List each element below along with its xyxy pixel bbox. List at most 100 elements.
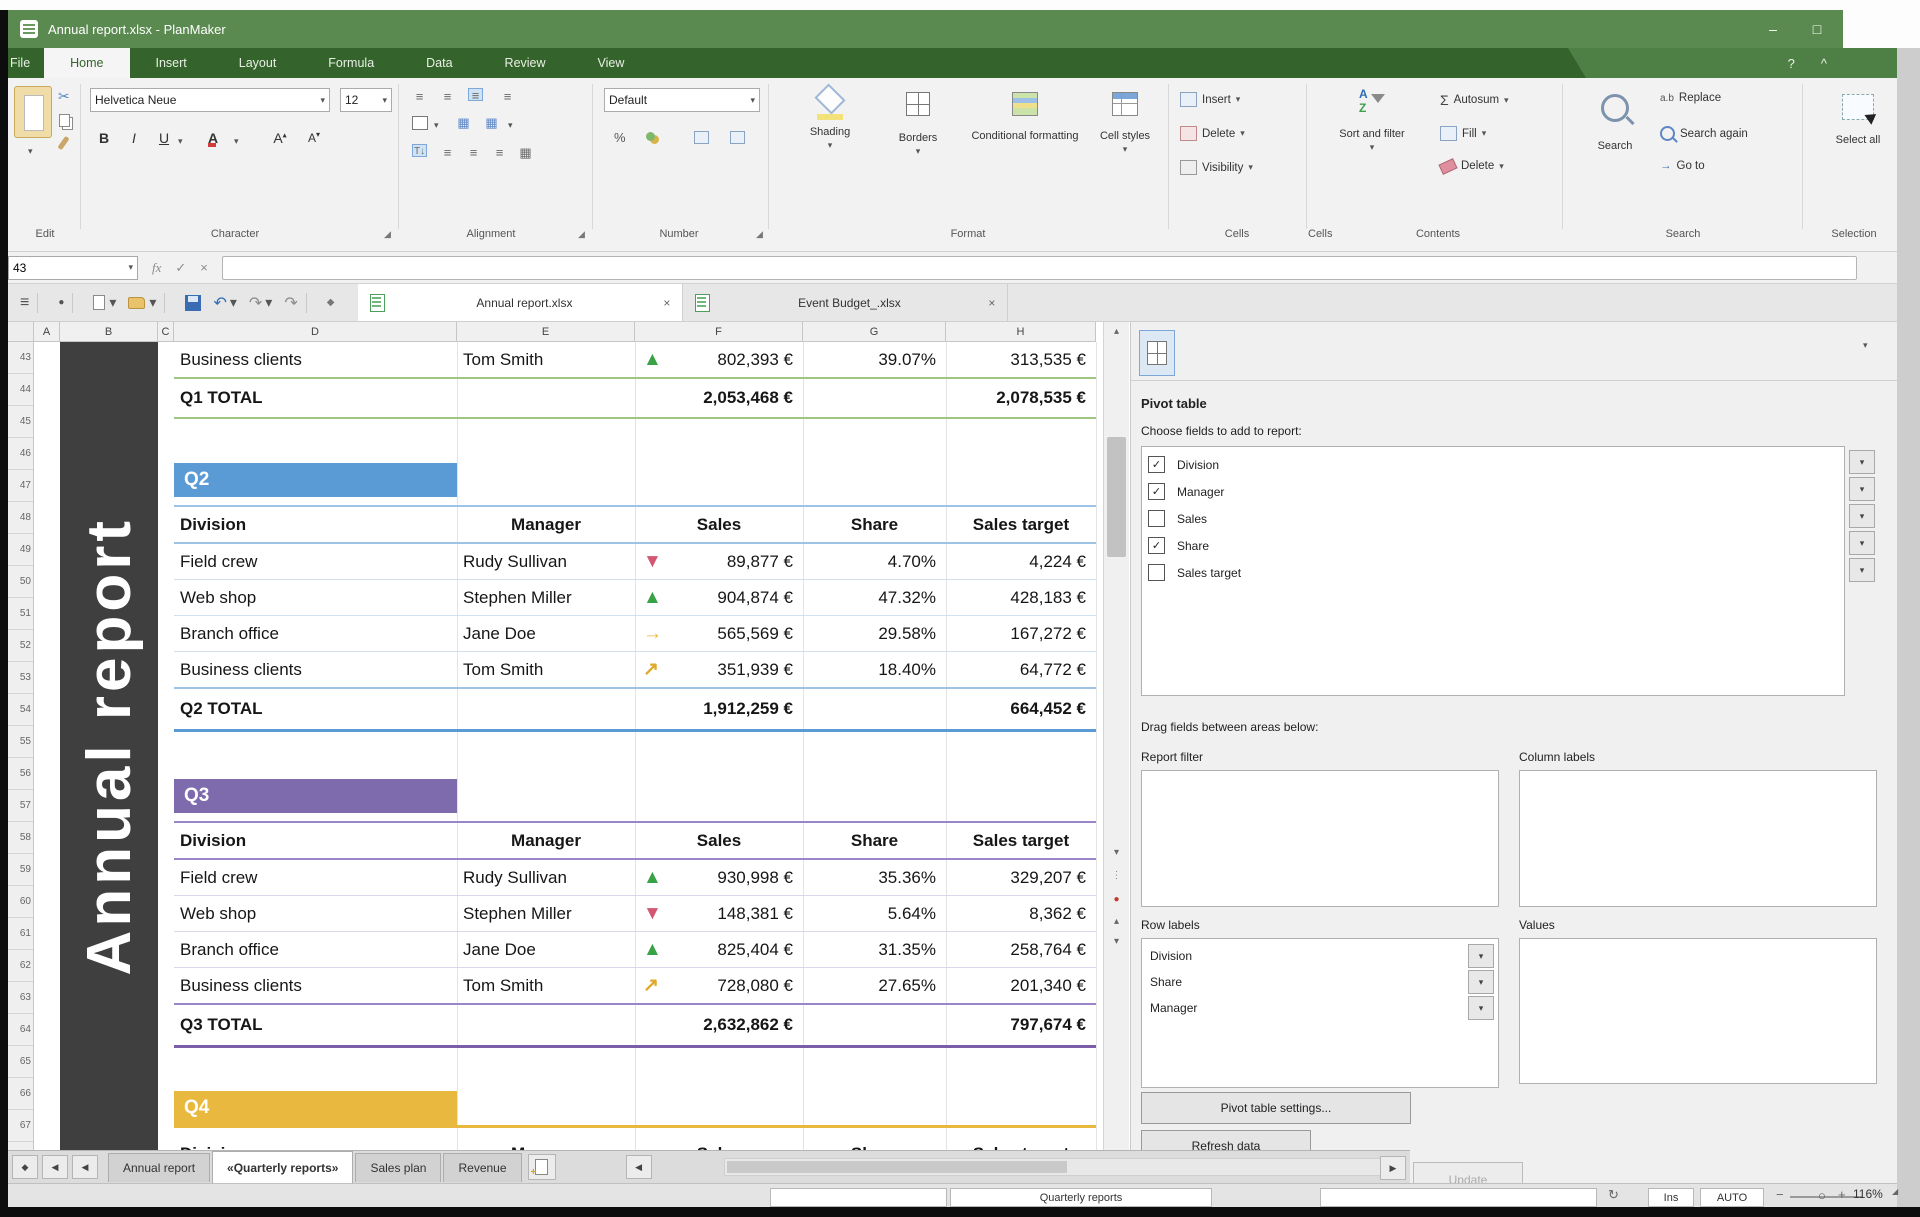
- zoom-slider[interactable]: [1790, 1196, 1862, 1198]
- tab-review[interactable]: Review: [504, 56, 546, 70]
- column-header[interactable]: H: [946, 322, 1096, 342]
- sidebar-toggle-icon[interactable]: ≡: [20, 293, 30, 311]
- prev-sheet-icon[interactable]: ◀: [42, 1155, 68, 1179]
- shading-button[interactable]: Shading ▾: [790, 83, 870, 152]
- field-row-sales-target[interactable]: Sales target: [1142, 559, 1844, 586]
- checkbox-icon[interactable]: [1148, 510, 1165, 527]
- row-label-item[interactable]: Share ▾: [1142, 969, 1498, 995]
- justify-vertical-icon[interactable]: ≡: [503, 89, 512, 104]
- field-dropdown-icon[interactable]: ▾: [1849, 477, 1875, 501]
- cell[interactable]: 313,535 €: [1010, 349, 1086, 369]
- sheet-tab-quarterly-reports[interactable]: «Quarterly reports»: [212, 1150, 354, 1184]
- checkbox-checked-icon[interactable]: ✓: [1148, 537, 1165, 554]
- cell[interactable]: Tom Smith: [463, 349, 544, 369]
- horizontal-scroll-thumb[interactable]: [727, 1161, 1067, 1173]
- fx-icon[interactable]: fx: [152, 259, 162, 275]
- field-row-sales[interactable]: Sales: [1142, 505, 1844, 532]
- undo-icon[interactable]: ↶: [213, 294, 227, 312]
- field-row-division[interactable]: ✓ Division: [1142, 451, 1844, 478]
- checkbox-checked-icon[interactable]: ✓: [1148, 483, 1165, 500]
- pivot-table-icon[interactable]: [1139, 330, 1175, 376]
- zoom-fit-icon[interactable]: ◢: [1892, 1187, 1899, 1196]
- align-top-icon[interactable]: ≡: [415, 89, 424, 104]
- doc-tab-close-icon[interactable]: ×: [988, 295, 996, 310]
- tab-layout[interactable]: Layout: [238, 56, 277, 70]
- field-row-share[interactable]: ✓ Share: [1142, 532, 1844, 559]
- minimize-button[interactable]: –: [1769, 21, 1777, 37]
- field-dropdown-icon[interactable]: ▾: [1849, 450, 1875, 474]
- tab-insert[interactable]: Insert: [155, 56, 187, 70]
- paste-button[interactable]: [14, 86, 52, 138]
- sheet-corner-box[interactable]: [8, 322, 34, 342]
- grow-font-button[interactable]: A▴: [273, 130, 287, 146]
- fill-button[interactable]: Fill ▾: [1440, 126, 1486, 141]
- sheet-tab-sales-plan[interactable]: Sales plan: [355, 1152, 442, 1182]
- new-document-dropdown[interactable]: ▾: [109, 294, 117, 310]
- panel-menu-icon[interactable]: ▾: [1863, 340, 1868, 350]
- visibility-button[interactable]: Visibility ▾: [1180, 160, 1253, 175]
- cell[interactable]: Q1 TOTAL: [180, 388, 263, 407]
- object-mode-icon[interactable]: ◆: [326, 297, 335, 308]
- percent-format-icon[interactable]: %: [614, 130, 626, 145]
- align-middle-icon[interactable]: ≡: [443, 89, 452, 104]
- row-headers[interactable]: 43 44 45 46 47 48 49 50 51 52 53 54 55 56 57 58 …: [8, 342, 34, 1150]
- help-icon[interactable]: ?: [1787, 55, 1795, 71]
- item-dropdown-icon[interactable]: ▾: [1468, 944, 1494, 968]
- shrink-font-button[interactable]: A▾: [307, 130, 321, 145]
- cell[interactable]: ▲ 802,393 €: [643, 349, 793, 370]
- doc-tab-annual-report[interactable]: Annual report.xlsx ×: [358, 284, 684, 321]
- maximize-button[interactable]: □: [1812, 21, 1822, 37]
- bold-button[interactable]: B: [98, 130, 110, 146]
- save-icon[interactable]: [185, 294, 202, 311]
- checkbox-checked-icon[interactable]: ✓: [1148, 456, 1165, 473]
- font-name-select[interactable]: Helvetica Neue ▾: [90, 88, 330, 112]
- redo-icon[interactable]: ↷: [248, 294, 263, 312]
- column-header[interactable]: F: [635, 322, 803, 342]
- item-dropdown-icon[interactable]: ▾: [1468, 996, 1494, 1020]
- touch-mode-icon[interactable]: ●: [58, 297, 65, 308]
- scroll-up-icon[interactable]: ▴: [1113, 326, 1120, 337]
- cell[interactable]: 2,053,468 €: [703, 388, 793, 407]
- borders-button[interactable]: Borders ▾: [880, 86, 956, 158]
- undo-dropdown[interactable]: ▾: [229, 294, 237, 310]
- formula-input[interactable]: [221, 255, 1857, 280]
- auto-mode-indicator[interactable]: AUTO: [1700, 1188, 1764, 1207]
- conditional-formatting-button[interactable]: Conditional formatting: [970, 86, 1080, 143]
- tab-formula[interactable]: Formula: [328, 56, 375, 70]
- q3-banner[interactable]: Q3: [174, 779, 1096, 813]
- page-up-icon[interactable]: ▴: [1113, 916, 1120, 927]
- search-button[interactable]: Search: [1580, 90, 1650, 153]
- align-center-icon[interactable]: ≡: [469, 145, 478, 160]
- align-bottom-icon[interactable]: ≡: [468, 88, 483, 102]
- font-size-select[interactable]: 12 ▾: [340, 88, 392, 112]
- remove-decimal-icon[interactable]: [730, 131, 745, 144]
- underline-dropdown[interactable]: ▾: [178, 136, 183, 146]
- search-again-button[interactable]: Search again: [1660, 126, 1748, 141]
- number-dialog-launcher[interactable]: ◢: [756, 229, 763, 239]
- delete-contents-button[interactable]: Delete ▾: [1438, 157, 1504, 175]
- cell[interactable]: 2,078,535 €: [996, 388, 1086, 407]
- row-labels-box[interactable]: Division ▾ Share ▾ Manager ▾: [1141, 938, 1499, 1088]
- column-header[interactable]: C: [158, 322, 174, 342]
- sheet-tab-revenue[interactable]: Revenue: [443, 1152, 522, 1182]
- pivot-settings-button[interactable]: Pivot table settings...: [1141, 1092, 1411, 1124]
- column-labels-box[interactable]: [1519, 770, 1877, 907]
- currency-format-icon[interactable]: [646, 132, 655, 141]
- row-label-item[interactable]: Manager ▾: [1142, 995, 1498, 1021]
- item-dropdown-icon[interactable]: ▾: [1468, 970, 1494, 994]
- zoom-level[interactable]: 116%: [1853, 1187, 1883, 1201]
- replace-button[interactable]: a.b Replace: [1660, 92, 1722, 104]
- field-dropdown-icon[interactable]: ▾: [1849, 531, 1875, 555]
- cell[interactable]: Business clients: [180, 349, 302, 369]
- next-sheet-icon[interactable]: ◀: [72, 1155, 98, 1179]
- character-dialog-launcher[interactable]: ◢: [384, 229, 391, 239]
- justify-icon[interactable]: ▦: [519, 145, 532, 160]
- annual-report-banner[interactable]: Annual report: [60, 342, 158, 1150]
- alignment-dialog-launcher[interactable]: ◢: [578, 229, 585, 239]
- sheet-tab-annual-report[interactable]: Annual report: [108, 1152, 211, 1182]
- page-down-icon[interactable]: ▾: [1113, 936, 1120, 947]
- tab-data[interactable]: Data: [426, 56, 453, 70]
- first-sheet-icon[interactable]: ◆: [12, 1155, 38, 1179]
- horizontal-scrollbar[interactable]: [724, 1158, 1386, 1176]
